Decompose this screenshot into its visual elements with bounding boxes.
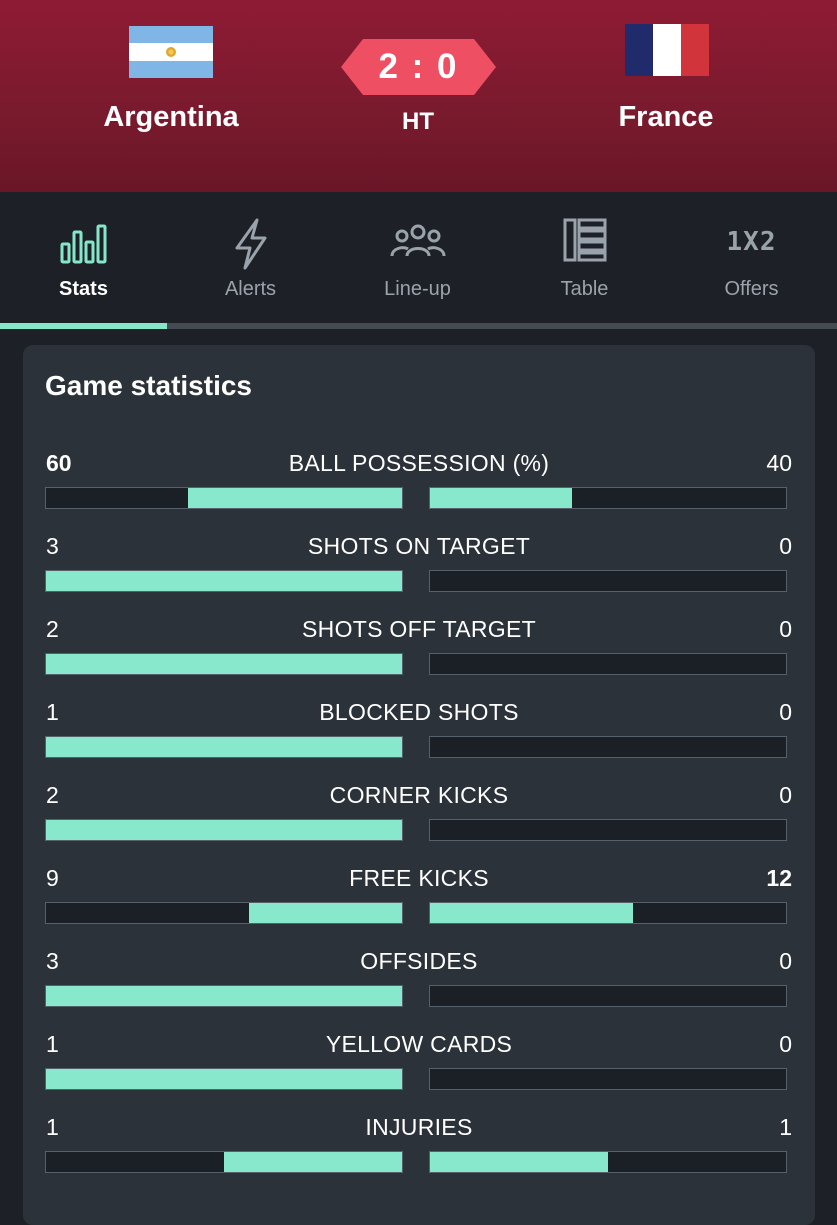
- stat-row: BALL POSSESSION (%) 60 40: [23, 450, 815, 520]
- home-stat-bar: [45, 653, 403, 675]
- stat-home-value: 1: [46, 1031, 59, 1057]
- stat-row: SHOTS ON TARGET 3 0: [23, 533, 815, 603]
- home-stat-bar-fill: [46, 1069, 402, 1089]
- home-stat-bar: [45, 487, 403, 509]
- home-stat-bar-fill: [188, 488, 402, 508]
- home-stat-bar-fill: [46, 986, 402, 1006]
- stat-away-value: 1: [779, 1114, 792, 1140]
- home-stat-bar-fill: [224, 1152, 402, 1172]
- home-stat-bar-fill: [46, 571, 402, 591]
- home-stat-bar: [45, 736, 403, 758]
- stat-row: BLOCKED SHOTS 1 0: [23, 699, 815, 769]
- stat-away-value: 0: [779, 782, 792, 808]
- argentina-flag-icon: [129, 26, 213, 78]
- home-stat-bar-fill: [248, 903, 402, 923]
- stat-row: CORNER KICKS 2 0: [23, 782, 815, 852]
- stat-away-value: 0: [779, 533, 792, 559]
- tab-label: Table: [560, 278, 609, 300]
- stat-label: SHOTS ON TARGET: [307, 533, 531, 559]
- away-stat-bar: [429, 653, 787, 675]
- away-stat-bar-fill: [430, 903, 633, 923]
- home-stat-bar: [45, 985, 403, 1007]
- away-team-name[interactable]: France: [618, 101, 714, 133]
- away-stat-bar: [429, 736, 787, 758]
- home-stat-bar: [45, 902, 403, 924]
- away-stat-bar: [429, 1151, 787, 1173]
- stat-away-value: 0: [779, 948, 792, 974]
- people-icon: [390, 224, 445, 257]
- away-stat-bar: [429, 1068, 787, 1090]
- stat-away-value: 40: [766, 450, 792, 476]
- tab-indicator-track: [0, 323, 837, 329]
- stat-label: FREE KICKS: [349, 865, 489, 891]
- match-header: Argentina 2 : 0 HT France: [0, 0, 837, 192]
- stat-label: INJURIES: [365, 1114, 473, 1140]
- stat-label: YELLOW CARDS: [325, 1031, 513, 1057]
- stat-label: OFFSIDES: [360, 948, 478, 974]
- tab-label: Alerts: [224, 278, 277, 300]
- tab-offers[interactable]: 1X2 Offers: [668, 192, 835, 322]
- 1x2-icon: 1X2: [726, 227, 777, 257]
- stat-home-value: 1: [46, 699, 59, 725]
- game-statistics-card: Game statistics BALL POSSESSION (%) 60 40 S…: [23, 345, 815, 1225]
- tab-bar: Stats Alerts Line-up: [0, 192, 837, 330]
- home-stat-bar-fill: [46, 820, 402, 840]
- home-stat-bar-fill: [46, 737, 402, 757]
- home-team-name[interactable]: Argentina: [103, 101, 239, 133]
- tab-stats[interactable]: Stats: [0, 192, 167, 322]
- stat-label: SHOTS OFF TARGET: [302, 616, 536, 642]
- stat-away-value: 0: [779, 1031, 792, 1057]
- home-stat-bar: [45, 1068, 403, 1090]
- stat-label: BALL POSSESSION (%): [288, 450, 550, 476]
- home-stat-bar: [45, 819, 403, 841]
- away-stat-bar: [429, 819, 787, 841]
- stat-row: INJURIES 1 1: [23, 1114, 815, 1184]
- tab-label: Line-up: [384, 278, 451, 300]
- stat-row: FREE KICKS 9 12: [23, 865, 815, 935]
- stat-row: YELLOW CARDS 1 0: [23, 1031, 815, 1101]
- tab-table[interactable]: Table: [501, 192, 668, 322]
- table-icon: [563, 218, 606, 262]
- stat-home-value: 3: [46, 533, 59, 559]
- tab-line-up[interactable]: Line-up: [334, 192, 501, 322]
- bar-chart-icon: [60, 224, 106, 264]
- away-stat-bar: [429, 902, 787, 924]
- stat-home-value: 3: [46, 948, 59, 974]
- score-text: 2 : 0: [378, 47, 459, 86]
- home-stat-bar: [45, 1151, 403, 1173]
- away-stat-bar-fill: [430, 1152, 608, 1172]
- stat-away-value: 0: [779, 616, 792, 642]
- lightning-icon: [235, 218, 266, 270]
- stat-label: CORNER KICKS: [329, 782, 509, 808]
- stat-home-value: 60: [46, 450, 72, 476]
- home-stat-bar-fill: [46, 654, 402, 674]
- france-flag-icon: [625, 24, 709, 76]
- stat-away-value: 12: [766, 865, 792, 891]
- match-status: HT: [402, 108, 434, 135]
- stat-home-value: 2: [46, 616, 59, 642]
- home-stat-bar: [45, 570, 403, 592]
- stat-row: SHOTS OFF TARGET 2 0: [23, 616, 815, 686]
- tab-indicator-active: [0, 323, 167, 329]
- tab-alerts[interactable]: Alerts: [167, 192, 334, 322]
- card-title: Game statistics: [45, 370, 252, 401]
- stat-home-value: 1: [46, 1114, 59, 1140]
- stat-row: OFFSIDES 3 0: [23, 948, 815, 1018]
- stat-away-value: 0: [779, 699, 792, 725]
- away-stat-bar: [429, 487, 787, 509]
- score-badge: 2 : 0: [341, 39, 496, 95]
- stat-home-value: 2: [46, 782, 59, 808]
- tab-label: Offers: [724, 278, 779, 300]
- away-stat-bar-fill: [430, 488, 573, 508]
- away-stat-bar: [429, 570, 787, 592]
- away-stat-bar: [429, 985, 787, 1007]
- stat-label: BLOCKED SHOTS: [319, 699, 519, 725]
- stat-home-value: 9: [46, 865, 59, 891]
- tab-label: Stats: [59, 278, 108, 300]
